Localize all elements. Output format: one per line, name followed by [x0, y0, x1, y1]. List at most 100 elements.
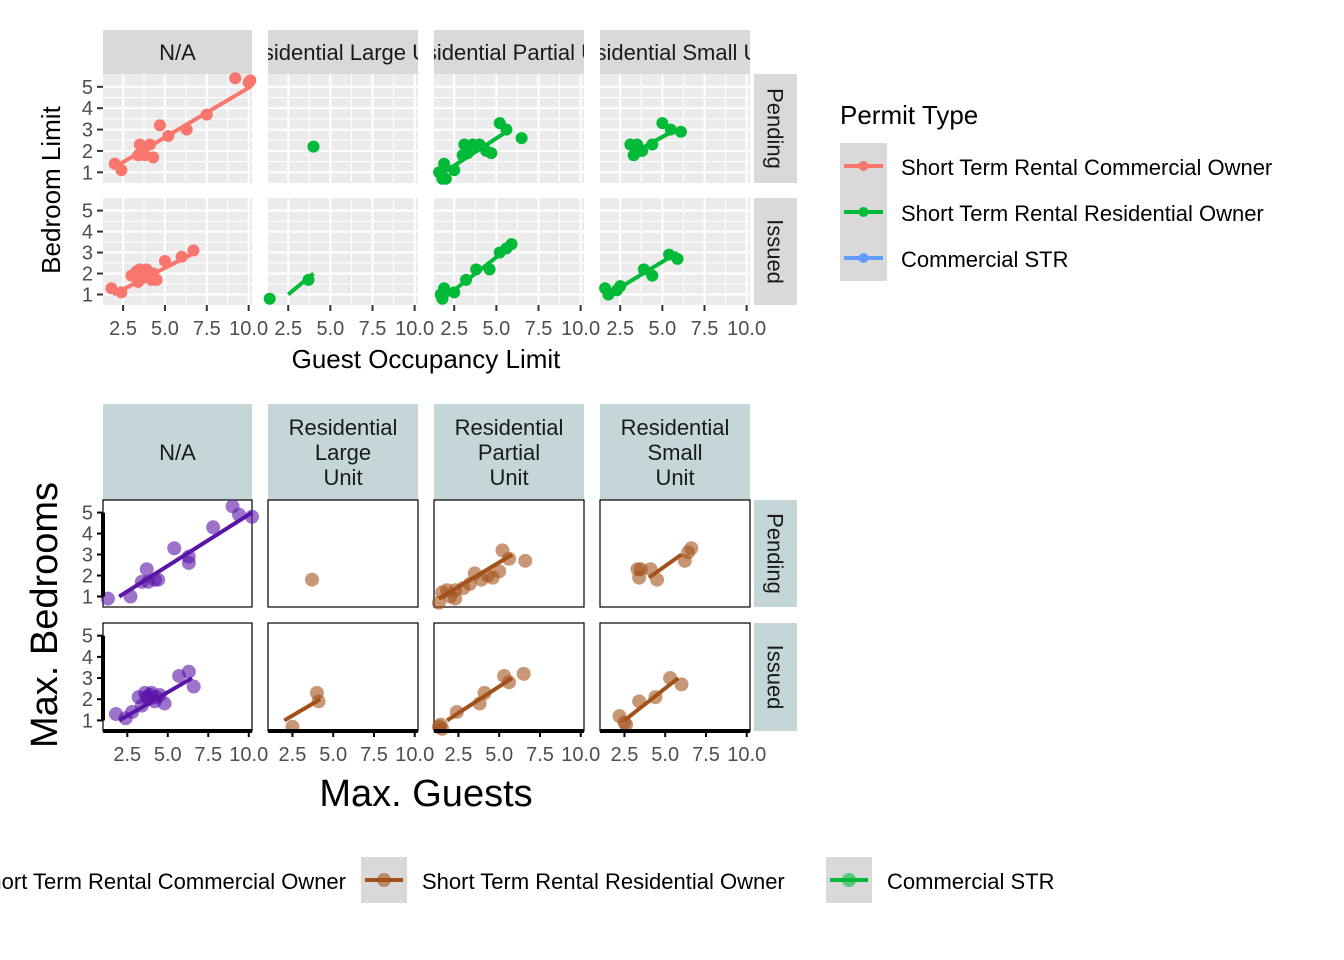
- bottom-x-tick-label: 2.5: [279, 744, 307, 766]
- top-data-point: [664, 123, 677, 136]
- top-x-tick-label: 7.5: [691, 318, 719, 340]
- top-strip-bg-residential-partial-unit: [434, 30, 584, 74]
- top-y-axis-title: Bedroom Limit: [36, 105, 66, 273]
- top-data-point: [115, 164, 128, 177]
- bottom-legend: Short Term Rental Commercial Owner Short…: [0, 857, 1054, 903]
- top-y-tick-label: 3: [82, 243, 93, 265]
- top-data-point: [636, 144, 649, 157]
- bottom-legend-label-commercial-str: Commercial STR: [887, 869, 1054, 894]
- bottom-data-point: [643, 562, 658, 577]
- top-y-tick-label: 2: [82, 264, 93, 286]
- top-panel-residential-small-unit-issued: [599, 248, 684, 301]
- bottom-col-strip-residential-partial-unit: Residential Partial Unit: [455, 415, 564, 490]
- top-strip-bg-n-a: [103, 30, 252, 74]
- top-data-point: [448, 164, 461, 177]
- bottom-legend-label-commercial-owner: Short Term Rental Commercial Owner: [0, 869, 346, 894]
- top-data-point: [500, 123, 513, 136]
- bottom-data-point: [663, 671, 678, 686]
- top-row-strip-pending: Pending: [763, 88, 788, 169]
- bottom-x-tick-label: 2.5: [611, 744, 639, 766]
- top-panel-n-a-pending: [108, 72, 257, 177]
- bottom-y-axis-title: Max. Bedrooms: [24, 482, 66, 748]
- bottom-panel-residential-small-unit-pending: [630, 541, 699, 587]
- top-data-point: [646, 138, 659, 151]
- bottom-row-strip-issued: Issued: [763, 645, 788, 710]
- bottom-strip-bg-residential-large-unit: [268, 404, 418, 500]
- bottom-y-tick-label: 3: [82, 545, 93, 567]
- bottom-col-strip-residential-small-unit: Residential Small Unit: [621, 415, 730, 490]
- top-row-strip-bg-issued: [754, 198, 797, 305]
- bottom-data-point: [648, 690, 663, 705]
- top-legend-key-point: [858, 207, 869, 217]
- top-data-point: [614, 280, 627, 293]
- bottom-y-tick-label: 5: [82, 503, 93, 525]
- top-strip-bg-residential-small-unit: [600, 30, 750, 74]
- bottom-panel-bg: [267, 499, 419, 608]
- top-legend-label-residential-owner: Short Term Rental Residential Owner: [901, 201, 1264, 226]
- bottom-x-tick-label: 7.5: [360, 744, 388, 766]
- bottom-data-point: [502, 551, 516, 566]
- bottom-x-tick-label: 2.5: [445, 744, 473, 766]
- top-x-tick-label: 5.0: [151, 318, 179, 340]
- bottom-data-point: [518, 553, 533, 568]
- top-row-strip-bg-pending: [754, 74, 797, 183]
- top-x-tick-label: 7.5: [359, 318, 387, 340]
- top-panel-residential-partial-unit-pending: [433, 117, 528, 185]
- bottom-data-point: [684, 541, 699, 556]
- bottom-data-point: [232, 507, 247, 522]
- bottom-x-tick-label: 5.0: [319, 744, 347, 766]
- top-data-point: [115, 286, 128, 299]
- bottom-data-point: [632, 694, 647, 709]
- bottom-data-point: [472, 696, 487, 711]
- top-data-point: [307, 140, 320, 153]
- top-data-point: [162, 129, 175, 142]
- top-data-point: [147, 151, 160, 164]
- bottom-y-tick-label: 2: [82, 689, 93, 711]
- bottom-x-tick-label: 5.0: [154, 744, 182, 766]
- top-legend-key-point: [858, 161, 869, 171]
- top-panel-residential-large-unit-issued: [263, 271, 315, 305]
- top-panel-residential-partial-unit-issued: [434, 238, 518, 305]
- top-data-point: [485, 147, 498, 160]
- top-x-tick-label: 2.5: [274, 318, 302, 340]
- bottom-panel-residential-partial-unit-issued: [431, 666, 531, 736]
- bottom-data-point: [477, 685, 492, 700]
- top-y-tick-label: 5: [82, 201, 93, 223]
- bottom-x-tick-label: 10.0: [395, 744, 434, 766]
- bottom-data-point: [157, 696, 172, 711]
- bottom-panel-residential-large-unit-issued: [283, 685, 326, 734]
- bottom-strip-bg-residential-small-unit: [600, 404, 750, 500]
- bottom-strip-bg-n-a: [103, 404, 252, 500]
- top-data-point: [302, 273, 315, 286]
- top-data-point: [438, 157, 451, 170]
- top-data-point: [244, 74, 257, 87]
- bottom-x-tick-label: 10.0: [561, 744, 600, 766]
- top-panel-n-a-issued: [105, 244, 200, 299]
- bottom-x-tick-label: 5.0: [651, 744, 679, 766]
- bottom-x-tick-label: 7.5: [194, 744, 222, 766]
- bottom-y-tick-label: 1: [82, 710, 93, 732]
- top-y-tick-label: 1: [82, 285, 93, 307]
- bottom-row-strip-bg-pending: [754, 500, 797, 607]
- bottom-data-point: [435, 721, 450, 736]
- bottom-y-tick-label: 2: [82, 566, 93, 588]
- bottom-panel-residential-large-unit-pending: [305, 572, 320, 587]
- top-panel-bg: [268, 74, 418, 183]
- top-data-point: [180, 123, 193, 136]
- top-data-point: [483, 263, 496, 276]
- top-panel-residential-small-unit-pending: [624, 117, 687, 162]
- bottom-data-point: [462, 576, 477, 591]
- bottom-y-tick-label: 4: [82, 647, 93, 669]
- top-x-tick-label: 5.0: [648, 318, 676, 340]
- top-legend-label-commercial-owner: Short Term Rental Commercial Owner: [901, 155, 1272, 180]
- top-col-strip-residential-large-unit: Residential Large Unit: [235, 40, 451, 65]
- top-col-strip-n-a: N/A: [159, 40, 196, 65]
- bottom-x-tick-label: 7.5: [526, 744, 554, 766]
- top-data-point: [436, 292, 449, 305]
- top-legend-label-commercial-str: Commercial STR: [901, 247, 1068, 272]
- top-x-tick-label: 5.0: [482, 318, 510, 340]
- bottom-data-point: [206, 520, 221, 535]
- top-data-point: [175, 250, 188, 263]
